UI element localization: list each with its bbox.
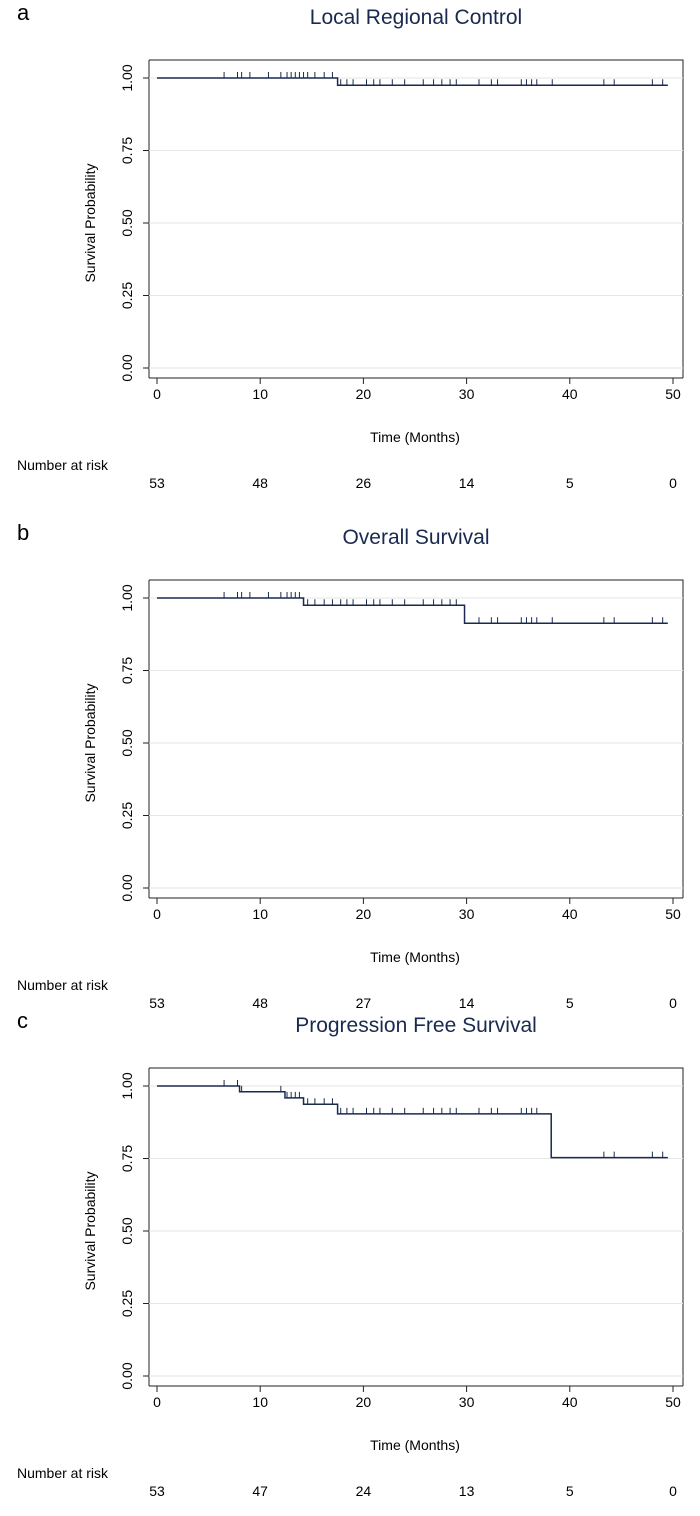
number-at-risk-value: 48	[252, 475, 268, 491]
x-axis-title: Time (Months)	[370, 949, 460, 965]
plot-frame	[148, 1067, 684, 1386]
panel-label: a	[17, 0, 30, 25]
x-tick-label: 50	[665, 386, 681, 402]
y-tick-label: 0.50	[119, 209, 135, 236]
x-tick-label: 40	[562, 1394, 578, 1410]
chart-title: Overall Survival	[342, 526, 490, 549]
km-panel-a: a Local Regional Control 0.00 0.25 0.50 0.75 1…	[0, 0, 700, 505]
x-axis-title: Time (Months)	[370, 429, 460, 445]
number-at-risk-value: 48	[252, 995, 268, 1011]
x-axis-title: Time (Months)	[370, 1437, 460, 1453]
y-tick-label: 1.00	[119, 64, 135, 91]
number-at-risk-value: 0	[669, 475, 677, 491]
number-at-risk-value: 47	[252, 1483, 268, 1499]
x-tick-label: 30	[459, 386, 475, 402]
x-tick-label: 0	[153, 906, 161, 922]
number-at-risk-value: 5	[565, 1483, 574, 1499]
number-at-risk-label: Number at risk	[17, 977, 109, 993]
y-tick-label: 0.50	[119, 1217, 135, 1244]
x-tick-label: 40	[562, 386, 578, 402]
y-tick-label: 1.00	[119, 1072, 135, 1099]
y-tick-label: 0.50	[119, 729, 135, 756]
y-axis-title: Survival Probability	[82, 683, 98, 802]
km-panel-c: c Progression Free Survival 0.00 0.25 0.50 0.…	[0, 1008, 700, 1513]
survival-curve	[157, 597, 668, 624]
number-at-risk-value: 27	[355, 995, 372, 1011]
y-axis-title: Survival Probability	[82, 1171, 98, 1290]
number-at-risk-value: 0	[669, 1483, 677, 1499]
number-at-risk-label: Number at risk	[17, 1465, 109, 1481]
y-tick-label: 0.00	[119, 874, 135, 901]
number-at-risk-value: 13	[458, 1483, 475, 1499]
chart-title: Progression Free Survival	[295, 1014, 537, 1037]
x-tick-label: 0	[153, 1394, 161, 1410]
plot-area: 0.00 0.25 0.50 0.75 1.00 0 10 20 30 40 50 Time (Mon…	[82, 579, 684, 965]
y-tick-label: 0.75	[119, 1145, 135, 1172]
y-tick-label: 0.00	[119, 1362, 135, 1389]
number-at-risk-value: 14	[458, 475, 475, 491]
chart-title: Local Regional Control	[309, 6, 523, 29]
x-tick-label: 50	[665, 1394, 681, 1410]
survival-curve	[157, 1085, 668, 1159]
number-at-risk-value: 53	[149, 475, 165, 491]
y-tick-label: 0.75	[119, 657, 135, 684]
x-tick-label: 40	[562, 906, 578, 922]
x-tick-label: 20	[356, 1394, 372, 1410]
x-tick-label: 10	[252, 386, 268, 402]
x-tick-label: 20	[356, 386, 372, 402]
number-at-risk-label: Number at risk	[17, 457, 109, 473]
y-tick-label: 1.00	[119, 584, 135, 611]
number-at-risk-value: 26	[355, 475, 372, 491]
y-tick-label: 0.75	[119, 137, 135, 164]
x-tick-label: 30	[459, 906, 475, 922]
number-at-risk-value: 53	[149, 995, 165, 1011]
number-at-risk-value: 5	[565, 995, 574, 1011]
x-tick-label: 10	[252, 1394, 268, 1410]
km-panel-b: b Overall Survival 0.00 0.25 0.50 0.75 1.00 0 10…	[0, 520, 700, 1025]
survival-curve	[157, 77, 668, 86]
plot-frame	[148, 579, 684, 898]
number-at-risk-value: 14	[458, 995, 475, 1011]
y-tick-label: 0.25	[119, 282, 135, 309]
plot-area: 0.00 0.25 0.50 0.75 1.00 0 10 20 30 40 50 Time (Mon…	[82, 59, 684, 445]
plot-frame	[148, 59, 684, 378]
x-tick-label: 30	[459, 1394, 475, 1410]
number-at-risk-value: 0	[669, 995, 677, 1011]
y-tick-label: 0.25	[119, 1290, 135, 1317]
x-tick-label: 10	[252, 906, 268, 922]
number-at-risk-value: 5	[565, 475, 574, 491]
plot-area: 0.00 0.25 0.50 0.75 1.00 0 10 20 30 40 50 Time (Mon…	[82, 1067, 684, 1453]
y-tick-label: 0.00	[119, 354, 135, 381]
number-at-risk-value: 53	[149, 1483, 165, 1499]
number-at-risk-value: 24	[355, 1483, 372, 1499]
x-tick-label: 50	[665, 906, 681, 922]
x-tick-label: 20	[356, 906, 372, 922]
panel-label: c	[17, 1008, 28, 1033]
y-axis-title: Survival Probability	[82, 163, 98, 282]
panel-label: b	[17, 520, 30, 545]
y-tick-label: 0.25	[119, 802, 135, 829]
x-tick-label: 0	[153, 386, 161, 402]
